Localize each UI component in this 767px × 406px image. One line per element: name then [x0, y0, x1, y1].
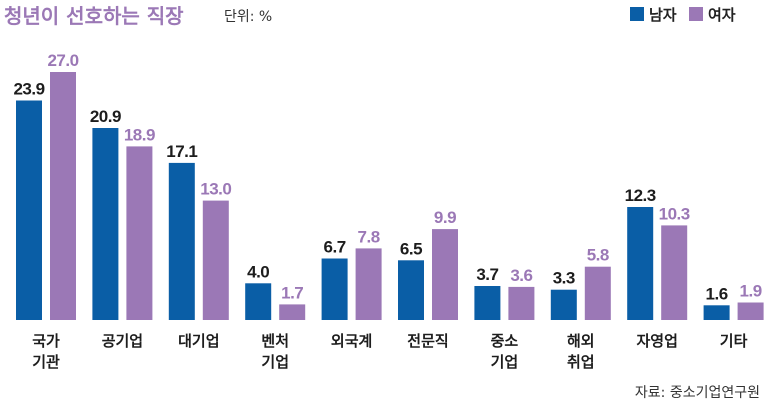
- legend-label-male: 남자: [649, 6, 677, 24]
- legend: 남자 여자: [630, 6, 736, 24]
- value-label-male: 23.9: [13, 80, 44, 99]
- chart-title: 청년이 선호하는 직장: [4, 4, 184, 28]
- chart-unit: 단위: %: [224, 9, 272, 25]
- value-label-female: 1.9: [740, 282, 762, 301]
- category-label: 대기업: [178, 332, 219, 350]
- value-label-male: 6.5: [400, 239, 422, 258]
- bar-female: [584, 266, 611, 320]
- bar-male: [703, 305, 730, 320]
- chart-source: 자료: 중소기업연구원: [635, 385, 760, 401]
- value-label-male: 1.6: [706, 284, 728, 303]
- bar-female: [508, 286, 535, 320]
- value-label-female: 7.8: [358, 227, 380, 246]
- bar-female: [355, 248, 382, 320]
- value-label-male: 12.3: [625, 186, 656, 205]
- bar-male: [16, 100, 42, 320]
- category-label: 기업: [261, 353, 289, 371]
- category-label: 자영업: [636, 332, 677, 350]
- category-label: 해외: [567, 332, 595, 350]
- category-label: 외국계: [331, 332, 372, 350]
- value-label-female: 10.3: [659, 204, 690, 223]
- value-label-female: 9.9: [434, 208, 456, 227]
- legend-swatch-female: [689, 7, 703, 21]
- bar-male: [398, 260, 424, 320]
- value-labels-group: 23.927.0 20.918.9 17.113.0 4.0 1.7 6.7 7.8 6.5 9…: [13, 51, 762, 303]
- bar-female: [202, 200, 229, 320]
- bar-female: [50, 72, 76, 320]
- category-label: 벤처: [261, 332, 289, 350]
- bar-male: [474, 286, 501, 320]
- value-label-female: 18.9: [124, 125, 155, 144]
- category-label: 중소: [491, 332, 519, 350]
- value-label-male: 17.1: [166, 142, 197, 161]
- value-label-male: 20.9: [90, 107, 121, 126]
- category-label: 공기업: [102, 332, 143, 350]
- value-label-female: 1.7: [281, 283, 303, 302]
- category-label: 전문직: [407, 332, 448, 350]
- value-label-male: 4.0: [247, 262, 269, 281]
- value-label-female: 27.0: [47, 51, 78, 70]
- bar-female: [432, 229, 458, 320]
- bar-female: [126, 146, 153, 320]
- bar-male: [321, 258, 348, 320]
- category-label: 기업: [491, 353, 519, 371]
- bar-male: [245, 283, 272, 320]
- bar-male: [627, 207, 654, 320]
- category-label: 국가: [32, 332, 60, 350]
- value-label-male: 6.7: [324, 238, 346, 257]
- value-label-female: 3.6: [510, 266, 532, 285]
- bars-group: [16, 72, 764, 320]
- bar-male: [550, 289, 577, 320]
- value-label-male: 3.3: [553, 269, 575, 288]
- legend-label-female: 여자: [708, 6, 736, 24]
- value-label-female: 13.0: [200, 180, 231, 199]
- bar-female: [279, 304, 306, 320]
- bar-female: [661, 225, 688, 320]
- bar-male: [168, 162, 195, 320]
- legend-swatch-male: [630, 7, 644, 21]
- bar-female: [737, 302, 764, 320]
- category-label: 취업: [567, 353, 595, 371]
- value-label-female: 5.8: [587, 246, 609, 265]
- bar-male: [92, 128, 119, 320]
- value-label-male: 3.7: [476, 265, 498, 284]
- category-label: 기관: [32, 353, 60, 371]
- category-label: 기타: [720, 332, 748, 350]
